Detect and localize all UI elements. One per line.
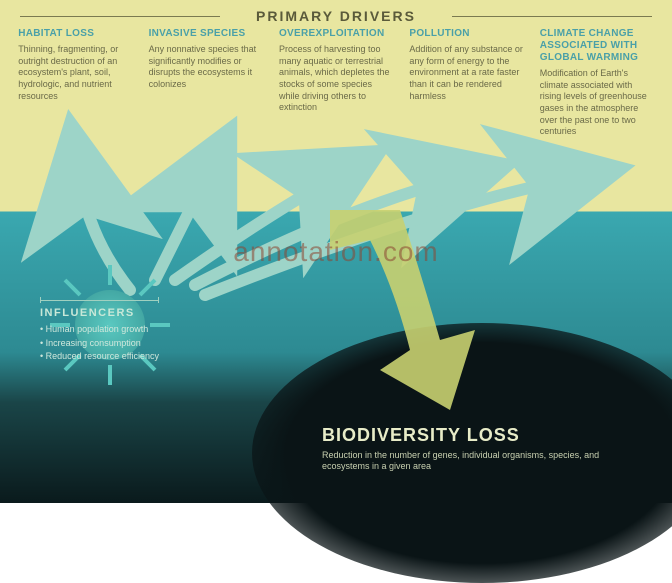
driver-desc: Process of harvesting too many aquatic o…	[279, 44, 393, 114]
header-rule-right	[452, 16, 652, 17]
driver-overexploitation: OVEREXPLOITATION Process of harvesting t…	[275, 28, 397, 138]
influencer-item: Reduced resource efficiency	[40, 350, 159, 364]
driver-title: POLLUTION	[409, 28, 523, 40]
influencer-item: Human population growth	[40, 323, 159, 337]
biodiversity-title: BIODIVERSITY LOSS	[322, 425, 622, 446]
driver-pollution: POLLUTION Addition of any substance or a…	[405, 28, 527, 138]
influencers-list: Human population growth Increasing consu…	[40, 323, 159, 364]
influencers-title: INFLUENCERS	[40, 307, 159, 319]
driver-desc: Modification of Earth's climate associat…	[540, 68, 654, 138]
driver-title: CLIMATE CHANGE ASSOCIATED WITH GLOBAL WA…	[540, 28, 654, 64]
driver-desc: Any nonnative species that significantly…	[149, 44, 263, 91]
driver-title: INVASIVE SPECIES	[149, 28, 263, 40]
driver-habitat-loss: HABITAT LOSS Thinning, fragmenting, or o…	[14, 28, 136, 138]
primary-drivers-title: PRIMARY DRIVERS	[256, 8, 416, 24]
driver-desc: Addition of any substance or any form of…	[409, 44, 523, 102]
driver-title: HABITAT LOSS	[18, 28, 132, 40]
driver-invasive-species: INVASIVE SPECIES Any nonnative species t…	[145, 28, 267, 138]
influencers-box: INFLUENCERS Human population growth Incr…	[40, 300, 159, 364]
watermark-text: annotation.com	[233, 236, 438, 268]
infographic-canvas: PRIMARY DRIVERS HABITAT LOSS Thinning, f…	[0, 0, 672, 503]
biodiversity-desc: Reduction in the number of genes, indivi…	[322, 450, 622, 473]
biodiversity-box: BIODIVERSITY LOSS Reduction in the numbe…	[322, 425, 622, 473]
header-rule-left	[20, 16, 220, 17]
driver-climate-change: CLIMATE CHANGE ASSOCIATED WITH GLOBAL WA…	[536, 28, 658, 138]
driver-title: OVEREXPLOITATION	[279, 28, 393, 40]
driver-desc: Thinning, fragmenting, or outright destr…	[18, 44, 132, 102]
influencer-item: Increasing consumption	[40, 337, 159, 351]
drivers-row: HABITAT LOSS Thinning, fragmenting, or o…	[0, 28, 672, 138]
